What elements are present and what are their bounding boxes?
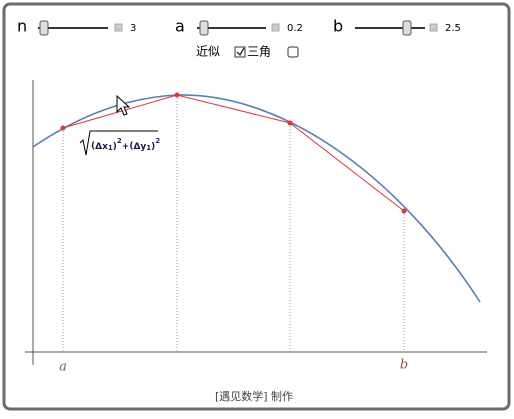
slider-thumb[interactable] xyxy=(39,20,49,36)
formula-part: Δy xyxy=(133,142,146,152)
points xyxy=(60,92,407,214)
mouse-cursor xyxy=(116,94,131,116)
formula-sub: 1 xyxy=(108,144,113,152)
slider-label: b xyxy=(333,17,343,36)
expand-button[interactable] xyxy=(429,23,438,32)
axis-label: b xyxy=(400,358,408,373)
check-mark xyxy=(236,47,245,57)
option-label: 三角 xyxy=(247,45,271,59)
formula-part: Δx xyxy=(95,142,108,152)
checkbox[interactable] xyxy=(287,46,299,58)
slider-thumb[interactable] xyxy=(402,20,412,36)
chord-polyline xyxy=(62,94,405,212)
formula-sup: 2 xyxy=(117,137,122,145)
expand-button[interactable] xyxy=(271,23,280,32)
curve xyxy=(32,94,481,303)
point xyxy=(401,208,407,214)
drop-lines xyxy=(62,95,405,352)
expand-button[interactable] xyxy=(114,23,123,32)
radical xyxy=(79,130,158,156)
slider-value: 3 xyxy=(130,23,136,34)
slider-value: 2.5 xyxy=(445,23,461,34)
footer: [遇见数学] 制作 xyxy=(215,389,293,403)
formula-part: + xyxy=(122,142,130,152)
option-label: 近似 xyxy=(196,45,220,59)
formula-sup: 2 xyxy=(155,137,160,145)
slider-label: a xyxy=(175,17,185,36)
slider-value: 0.2 xyxy=(287,23,303,34)
slider-label: n xyxy=(17,17,27,36)
formula-sub: 1 xyxy=(146,144,151,152)
slider-thumb[interactable] xyxy=(199,20,209,36)
frame xyxy=(2,2,511,411)
point xyxy=(60,125,66,131)
point xyxy=(174,92,180,98)
point xyxy=(287,120,293,126)
checkbox-checked[interactable] xyxy=(234,46,246,58)
axis-label: a xyxy=(59,360,67,375)
